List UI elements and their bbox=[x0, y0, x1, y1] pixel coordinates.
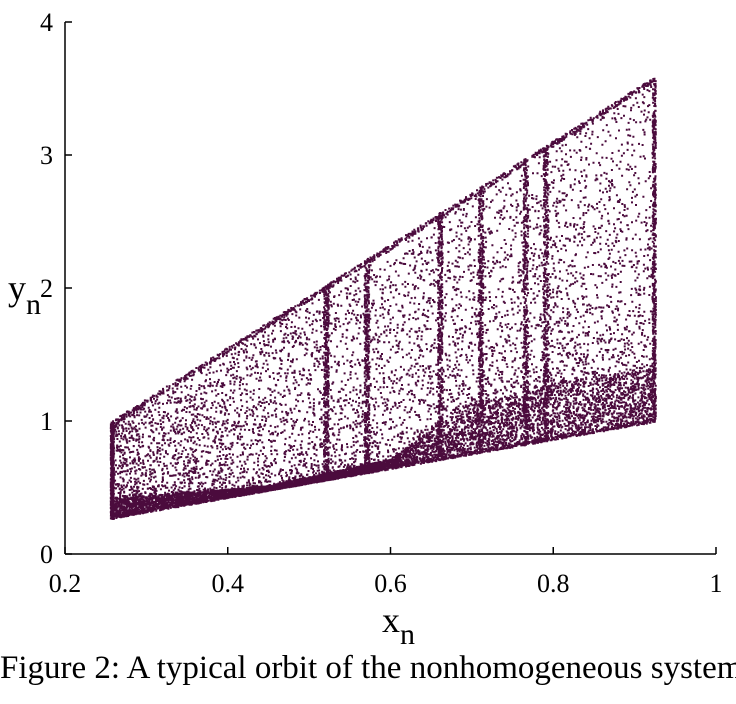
x-tick-label: 0.8 bbox=[537, 569, 570, 598]
y-axis-label-sub: n bbox=[26, 288, 41, 321]
orbit-points bbox=[109, 77, 658, 521]
y-axis-ticks: 0 1 2 3 4 bbox=[40, 8, 72, 569]
x-axis-ticks: 0.2 0.4 0.6 0.8 1 bbox=[49, 547, 723, 598]
y-tick-label: 3 bbox=[40, 141, 53, 170]
y-tick-label: 0 bbox=[40, 540, 53, 569]
y-tick-label: 4 bbox=[40, 8, 53, 37]
y-tick-label: 2 bbox=[40, 274, 53, 303]
y-tick-label: 1 bbox=[40, 407, 53, 436]
x-axis-label-sub: n bbox=[400, 618, 415, 650]
x-axis-label-base: x bbox=[382, 600, 400, 640]
x-tick-label: 1 bbox=[710, 569, 723, 598]
y-axis-label: yn bbox=[8, 268, 41, 321]
orbit-point-cloud bbox=[109, 77, 658, 521]
y-axis-label-base: y bbox=[8, 268, 26, 308]
x-tick-label: 0.4 bbox=[212, 569, 245, 598]
figure-caption: Figure 2: A typical orbit of the nonhomo… bbox=[0, 650, 736, 686]
x-axis-label: xn bbox=[382, 600, 415, 650]
x-tick-label: 0.6 bbox=[374, 569, 407, 598]
x-tick-label: 0.2 bbox=[49, 569, 82, 598]
